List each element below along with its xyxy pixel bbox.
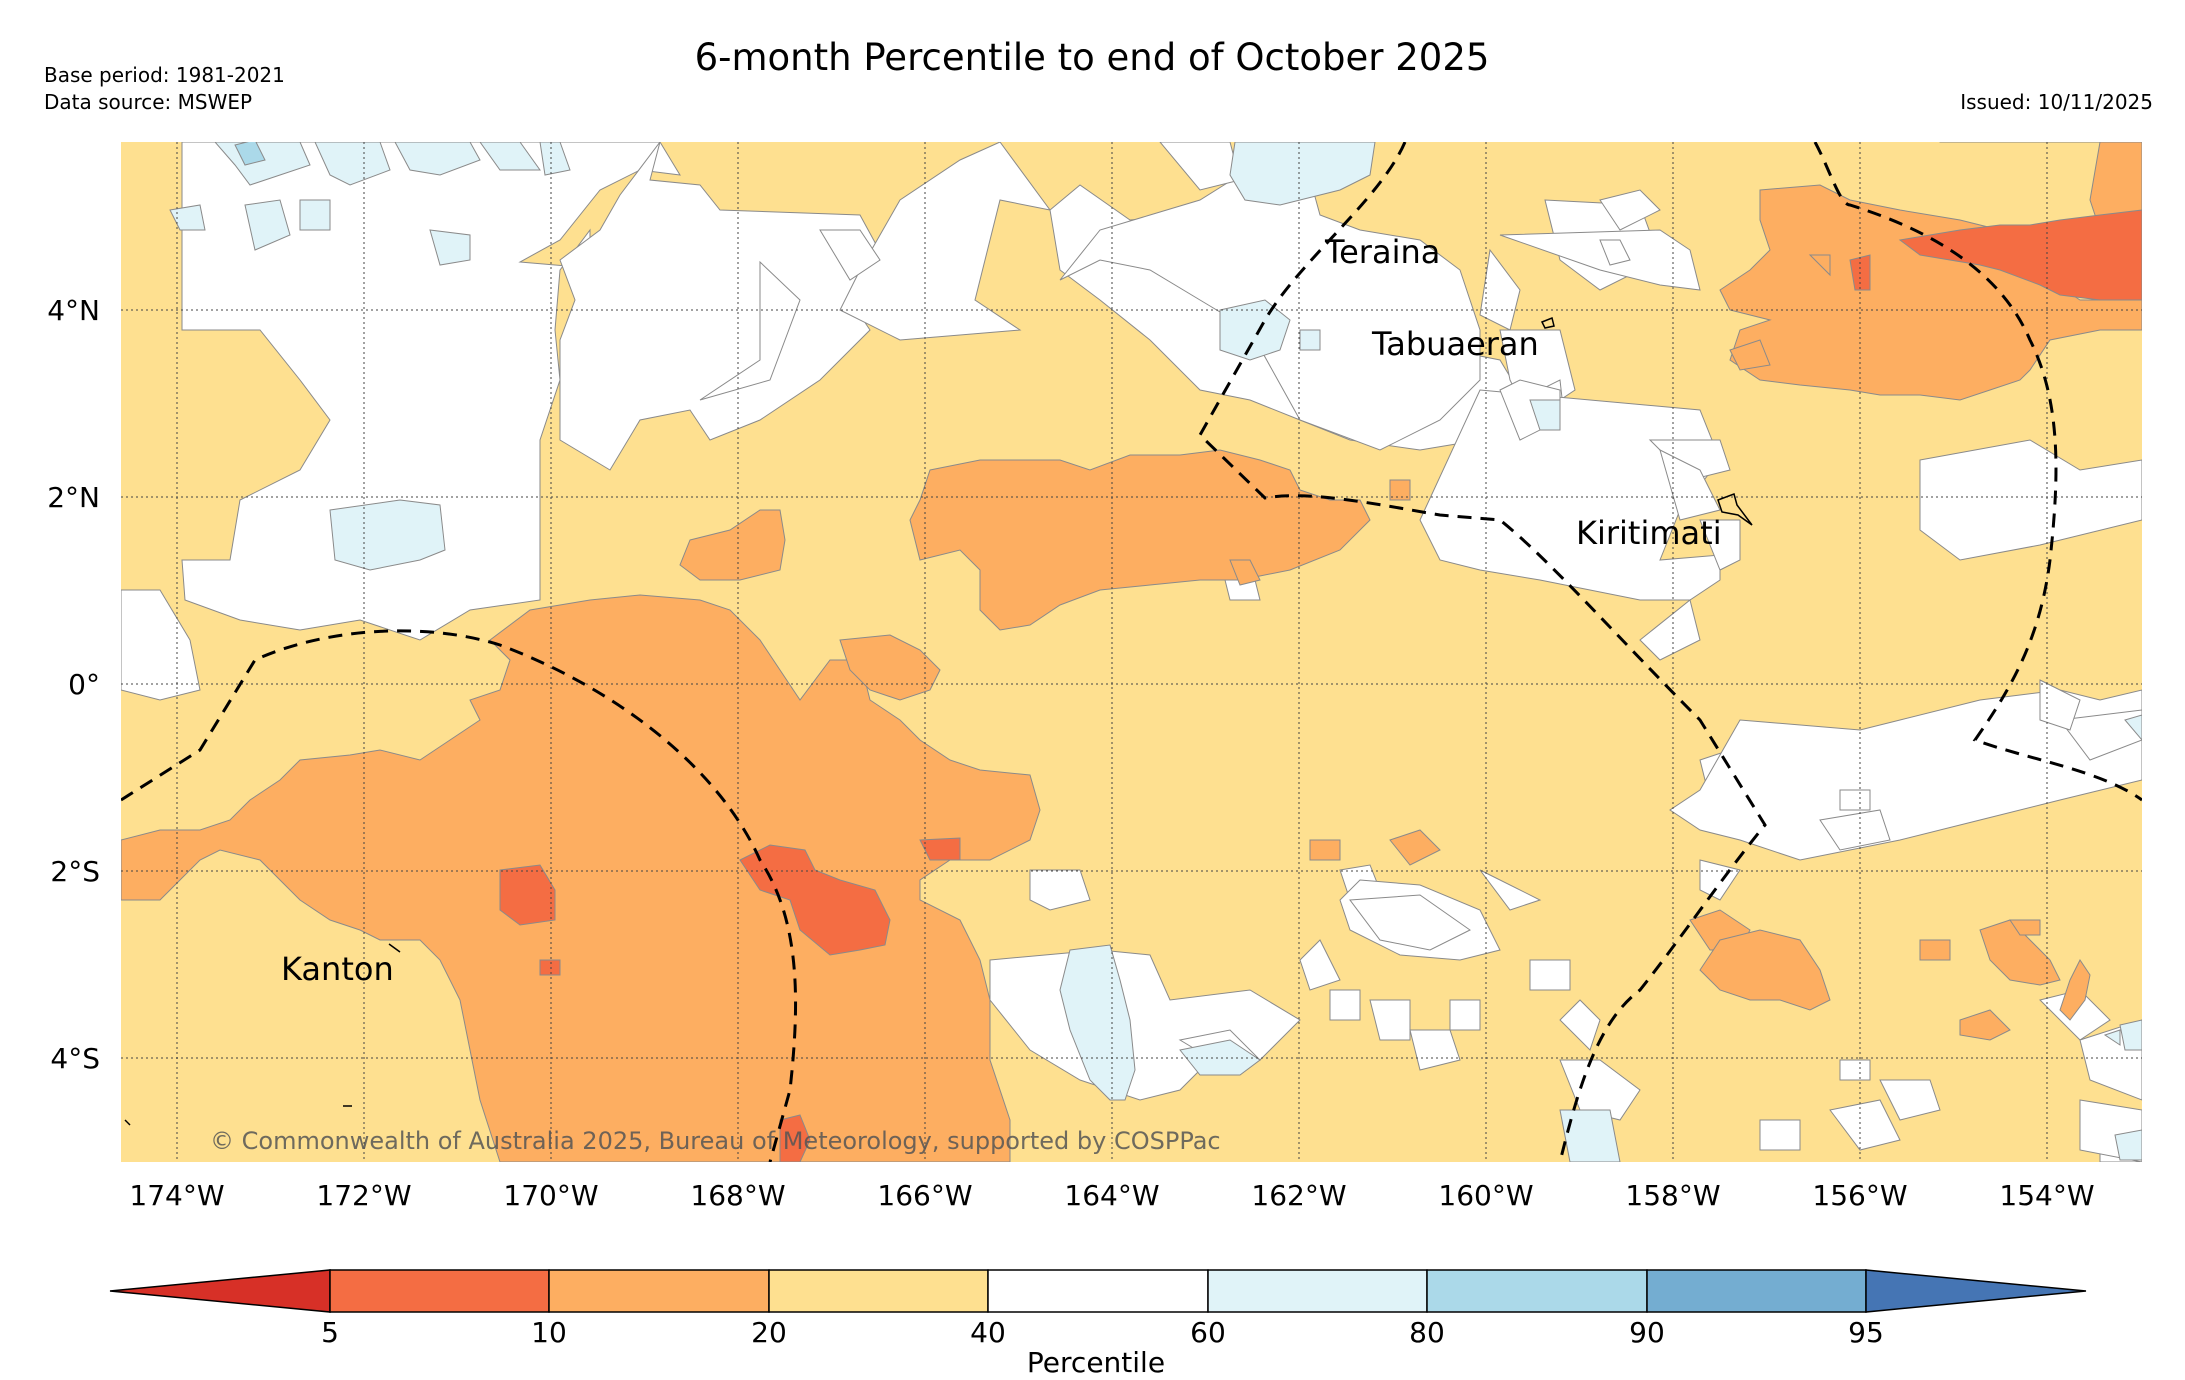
legend-tick-label: 90 — [1629, 1316, 1665, 1349]
map-title: 6-month Percentile to end of October 202… — [695, 36, 1490, 79]
lon-tick-label: 160°W — [1438, 1179, 1533, 1212]
lat-tick-label: 4°N — [47, 294, 100, 327]
place-label-teraina: Teraina — [1324, 233, 1440, 271]
base-period-label: Base period: 1981-2021 — [44, 63, 285, 87]
place-label-kiritimati: Kiritimati — [1576, 514, 1722, 552]
legend-swatch-20-40 — [768, 1269, 989, 1313]
legend-tick-label: 60 — [1190, 1316, 1226, 1349]
latitude-labels: 4°N 2°N 0° 2°S 4°S — [47, 294, 100, 1075]
tabuaeran-island-outline — [1540, 316, 1555, 329]
data-source-label: Data source: MSWEP — [44, 90, 252, 114]
legend-tick-label: 5 — [321, 1316, 339, 1349]
region-5-10 — [499, 209, 2142, 1162]
lon-tick-label: 166°W — [877, 1179, 972, 1212]
lon-tick-label: 156°W — [1812, 1179, 1907, 1212]
legend-tick-label: 20 — [751, 1316, 787, 1349]
graticule — [121, 142, 2142, 1162]
place-labels: Teraina Tabuaeran Kiritimati Kanton — [281, 233, 1722, 988]
region-10-20 — [121, 142, 2142, 1162]
lat-tick-label: 0° — [68, 668, 100, 701]
legend-swatch-80-90 — [1426, 1269, 1648, 1313]
region-80-90 — [234, 142, 266, 166]
legend-swatch-10-20 — [548, 1269, 770, 1313]
region-60-80 — [169, 142, 2142, 1162]
region-40-60 — [121, 142, 2142, 1162]
island-outlines — [124, 316, 1753, 1126]
lat-tick-label: 2°N — [47, 481, 100, 514]
legend-swatch-5-10 — [329, 1269, 550, 1313]
legend-tick-label: 95 — [1848, 1316, 1884, 1349]
legend-tick-label: 80 — [1409, 1316, 1445, 1349]
place-label-tabuaeran: Tabuaeran — [1371, 325, 1539, 363]
lon-tick-label: 158°W — [1625, 1179, 1720, 1212]
legend-tick-label: 10 — [531, 1316, 567, 1349]
longitude-labels: 174°W 172°W 170°W 168°W 166°W 164°W 162°… — [129, 1179, 2094, 1212]
lat-tick-label: 2°S — [50, 855, 100, 888]
kiritimati-island-outline — [1717, 493, 1753, 526]
colorbar-tick-labels: 5 10 20 40 60 80 90 95 — [321, 1316, 1884, 1349]
lon-tick-label: 162°W — [1251, 1179, 1346, 1212]
lon-tick-label: 174°W — [129, 1179, 224, 1212]
colorbar-title: Percentile — [1027, 1346, 1165, 1379]
issued-date-label: Issued: 10/11/2025 — [1960, 90, 2153, 114]
colorbar-legend — [109, 1269, 2087, 1313]
eez-boundaries — [121, 142, 2142, 1162]
legend-swatch-90-95 — [1646, 1269, 1867, 1313]
legend-swatch-40-60 — [987, 1269, 1209, 1313]
place-label-kanton: Kanton — [281, 950, 394, 988]
legend-swatch-above-95 — [1865, 1269, 2087, 1313]
lon-tick-label: 164°W — [1064, 1179, 1159, 1212]
copyright-notice: © Commonwealth of Australia 2025, Bureau… — [210, 1127, 1221, 1155]
legend-tick-label: 40 — [970, 1316, 1006, 1349]
legend-swatch-below-5 — [109, 1269, 331, 1313]
lon-tick-label: 154°W — [1999, 1179, 2094, 1212]
legend-swatch-60-80 — [1207, 1269, 1428, 1313]
lon-tick-label: 172°W — [316, 1179, 411, 1212]
lat-tick-label: 4°S — [50, 1042, 100, 1075]
lon-tick-label: 168°W — [690, 1179, 785, 1212]
map-area — [121, 142, 2142, 1162]
kanton-island-outline — [388, 943, 401, 953]
lon-tick-label: 170°W — [503, 1179, 598, 1212]
